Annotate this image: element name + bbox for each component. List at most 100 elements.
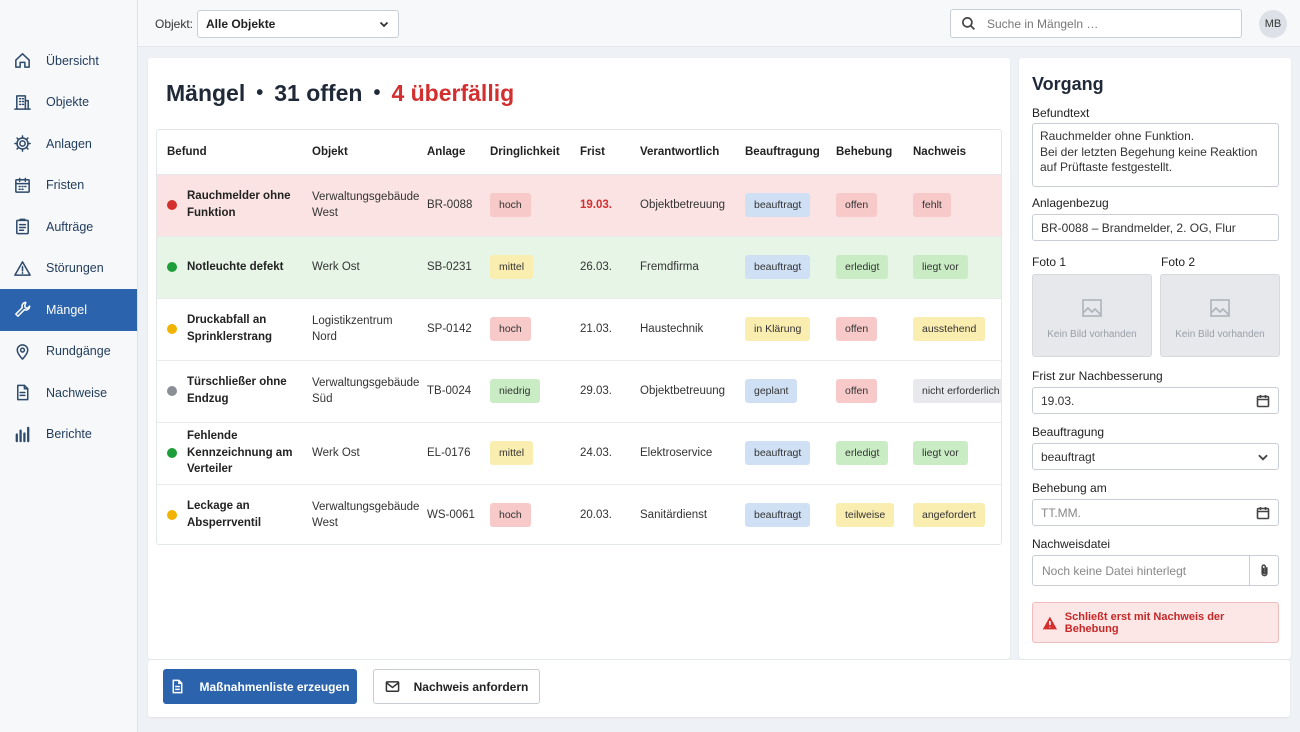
proof-status-badge: fehlt: [913, 193, 951, 217]
objekt-cell: Verwaltungsgebäude Süd: [302, 360, 419, 423]
proof-status-badge: nicht erforderlich: [913, 379, 1001, 403]
table-row[interactable]: Fehlende Kennzeichnung am Verteiler Werk…: [157, 422, 1001, 485]
column-header-beauftragung[interactable]: Beauftragung: [735, 130, 826, 175]
table-row[interactable]: Rauchmelder ohne Funktion Verwaltungsgeb…: [157, 174, 1001, 237]
sidebar-item-fristen[interactable]: Fristen: [0, 165, 137, 207]
column-header-objekt[interactable]: Objekt: [302, 130, 417, 175]
action-bar: Maßnahmenliste erzeugen Nachweis anforde…: [148, 660, 1290, 717]
behebung-date-field[interactable]: TT.MM.: [1032, 499, 1279, 526]
sidebar-item-label: Nachweise: [46, 385, 108, 400]
befundtext-label: Befundtext: [1032, 106, 1090, 120]
column-header-anlage[interactable]: Anlage: [417, 130, 480, 175]
sidebar-item-label: Objekte: [46, 95, 90, 110]
request-proof-button[interactable]: Nachweis anfordern: [373, 669, 540, 704]
befundtext-line: Bei der letzten Begehung keine Reaktion: [1040, 144, 1258, 159]
sidebar-item-anlagen[interactable]: Anlagen: [0, 123, 137, 165]
sidebar-item-auftraege[interactable]: Aufträge: [0, 206, 137, 248]
assignment-badge: in Klärung: [745, 317, 811, 341]
sidebar-item-rundgaenge[interactable]: Rundgänge: [0, 331, 137, 373]
create-measures-list-button[interactable]: Maßnahmenliste erzeugen: [163, 669, 357, 704]
behebung-date-placeholder: TT.MM.: [1041, 505, 1081, 520]
befundtext-textarea[interactable]: Rauchmelder ohne Funktion. Bei der letzt…: [1032, 123, 1279, 187]
calendar-icon: [1256, 394, 1270, 407]
search-input[interactable]: [987, 16, 1227, 31]
table-row[interactable]: Leckage an Absperrventil Verwaltungsgebä…: [157, 484, 1001, 544]
verantwortlich-cell: Haustechnik: [630, 298, 735, 361]
anlagenbezug-value: BR-0088 – Brandmelder, 2. OG, Flur: [1041, 220, 1236, 235]
anlagenbezug-field[interactable]: BR-0088 – Brandmelder, 2. OG, Flur: [1032, 214, 1279, 241]
attach-file-button[interactable]: [1249, 556, 1278, 585]
objekt-filter-label: Objekt:: [155, 17, 194, 31]
befund-text: Notleuchte defekt: [187, 260, 284, 273]
beauftragung-select[interactable]: beauftragt: [1032, 443, 1279, 470]
calendar-icon: [15, 177, 30, 193]
column-header-befund[interactable]: Befund: [157, 130, 302, 175]
proof-status-badge: liegt vor: [913, 255, 968, 279]
objekt-cell: Logistikzentrum Nord: [302, 298, 417, 361]
column-header-frist[interactable]: Frist: [570, 130, 630, 175]
objekt-filter-select[interactable]: Alle Objekte: [197, 10, 399, 38]
gear-icon: [14, 135, 31, 153]
verantwortlich-cell: Sanitärdienst: [630, 484, 735, 544]
anlage-cell: SB-0231: [417, 236, 480, 299]
column-header-behebung[interactable]: Behebung: [826, 130, 903, 175]
anlagenbezug-label: Anlagenbezug: [1032, 196, 1109, 210]
avatar[interactable]: MB: [1259, 10, 1287, 38]
beauftragung-value: beauftragt: [1041, 449, 1096, 464]
frist-cell: 26.03.: [570, 236, 630, 299]
sidebar-item-label: Fristen: [46, 178, 85, 193]
sidebar-item-maengel[interactable]: Mängel: [0, 289, 137, 331]
assignment-badge: beauftragt: [745, 441, 811, 465]
no-image-text: Kein Bild vorhanden: [1175, 329, 1265, 340]
table-row[interactable]: Notleuchte defekt Werk Ost SB-0231 mitte…: [157, 236, 1001, 299]
sidebar-item-stoerungen[interactable]: Störungen: [0, 248, 137, 290]
building-icon: [14, 94, 31, 110]
column-header-nachweis[interactable]: Nachweis: [903, 130, 1001, 175]
document-icon: [173, 679, 183, 694]
nachweisdatei-field[interactable]: Noch keine Datei hinterlegt: [1032, 555, 1279, 586]
bar-chart-icon: [15, 426, 30, 443]
urgency-badge: hoch: [490, 503, 531, 527]
sidebar-item-nachweise[interactable]: Nachweise: [0, 372, 137, 414]
urgency-badge: niedrig: [490, 379, 540, 403]
sidebar-item-label: Rundgänge: [46, 344, 111, 359]
sidebar-item-berichte[interactable]: Berichte: [0, 414, 137, 456]
anlage-cell: WS-0061: [417, 484, 480, 544]
frist-cell: 24.03.: [570, 422, 630, 485]
foto2-upload[interactable]: Kein Bild vorhanden: [1160, 274, 1280, 357]
frist-date-value: 19.03.: [1041, 393, 1075, 408]
foto1-upload[interactable]: Kein Bild vorhanden: [1032, 274, 1152, 357]
sidebar-item-uebersicht[interactable]: Übersicht: [0, 40, 137, 82]
befund-text: Leckage an Absperrventil: [187, 500, 262, 529]
topbar: Objekt: Alle Objekte MB: [138, 0, 1300, 47]
vorgang-title: Vorgang: [1032, 74, 1104, 94]
mail-icon: [385, 681, 399, 692]
status-dot: [167, 447, 177, 458]
table-row[interactable]: Türschließer ohne Endzug Verwaltungsgebä…: [157, 360, 1001, 423]
objekt-filter-value: Alle Objekte: [206, 17, 276, 31]
frist-cell: 19.03.: [570, 174, 630, 237]
column-header-verantwortlich[interactable]: Verantwortlich: [630, 130, 735, 175]
sidebar-item-objekte[interactable]: Objekte: [0, 82, 137, 124]
warning-icon: [1042, 616, 1057, 629]
verantwortlich-cell: Elektroservice: [630, 422, 735, 485]
table-row[interactable]: Druckabfall an Sprinklerstrang Logistikz…: [157, 298, 1001, 361]
status-dot: [167, 200, 177, 210]
document-icon: [16, 384, 29, 401]
sidebar-item-label: Berichte: [46, 427, 92, 442]
page-title: Mängel • 31 offen • 4 überfällig: [166, 80, 514, 107]
assignment-badge: beauftragt: [745, 193, 811, 217]
status-dot: [167, 324, 177, 334]
open-count: 31 offen: [274, 80, 363, 106]
status-dot: [167, 510, 177, 520]
column-header-dringlichkeit[interactable]: Dringlichkeit: [480, 130, 570, 175]
urgency-badge: mittel: [490, 255, 534, 279]
objekt-cell: Verwaltungsgebäude West: [302, 484, 419, 544]
urgency-badge: hoch: [490, 193, 531, 217]
search-box[interactable]: [950, 9, 1242, 38]
frist-date-field[interactable]: 19.03.: [1032, 387, 1279, 414]
anlage-cell: BR-0088: [417, 174, 480, 237]
frist-label: Frist zur Nachbesserung: [1032, 369, 1163, 383]
create-measures-list-label: Maßnahmenliste erzeugen: [199, 679, 350, 694]
verantwortlich-cell: Fremdfirma: [630, 236, 735, 299]
